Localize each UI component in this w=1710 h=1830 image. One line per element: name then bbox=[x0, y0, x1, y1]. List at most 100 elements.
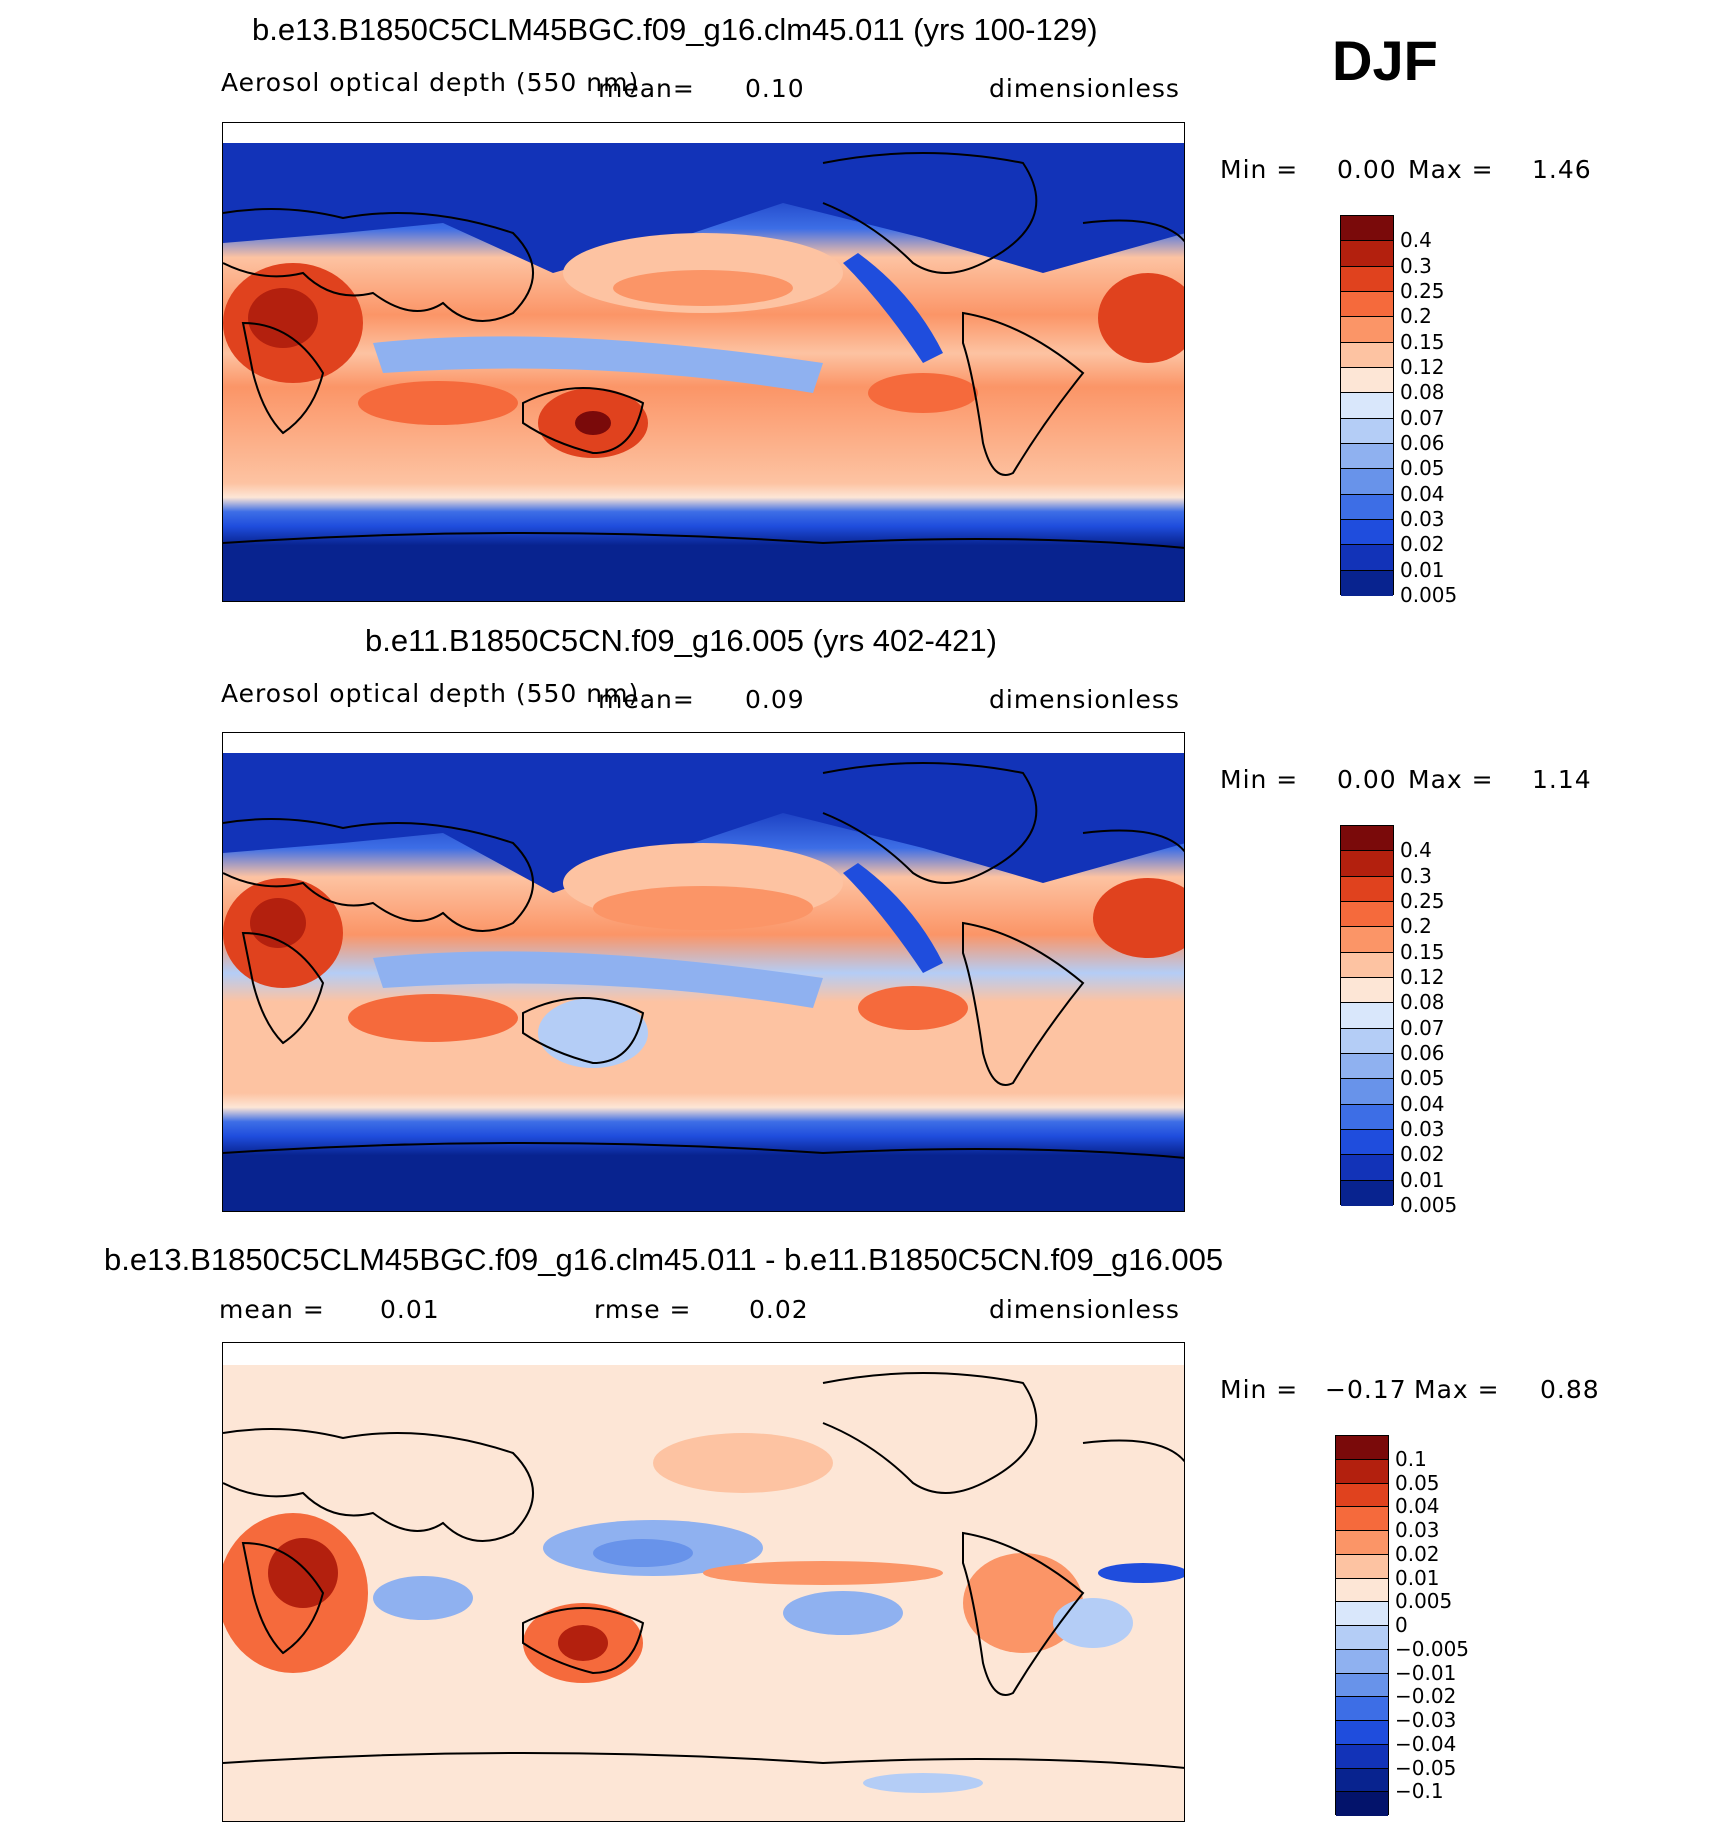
panel-3-australia-core bbox=[558, 1625, 608, 1661]
colorbar-segment bbox=[1336, 1459, 1388, 1484]
colorbar-tick-label: −0.05 bbox=[1395, 1755, 1457, 1780]
panel-2-australia bbox=[538, 998, 648, 1068]
panel-1-colorbar bbox=[1340, 215, 1394, 596]
panel-2-east-pacific bbox=[858, 986, 968, 1030]
panel-2-indian-band bbox=[348, 994, 518, 1042]
colorbar-tick-label: 0.04 bbox=[1400, 1091, 1445, 1116]
panel-1-mean-value: 0.10 bbox=[745, 74, 805, 103]
panel-1-max-value: 1.46 bbox=[1532, 155, 1592, 184]
colorbar-tick-label: 0.1 bbox=[1395, 1446, 1427, 1471]
colorbar-tick-label: 0.4 bbox=[1400, 228, 1432, 253]
colorbar-tick-label: 0.005 bbox=[1400, 1193, 1458, 1217]
panel-3-max-label: Max = bbox=[1414, 1375, 1500, 1404]
panel-3-africa-core bbox=[268, 1538, 338, 1608]
panel-3-southern-neg bbox=[863, 1773, 983, 1793]
panel-2-colorbar bbox=[1340, 825, 1394, 1206]
colorbar-segment bbox=[1336, 1436, 1388, 1460]
colorbar-segment bbox=[1341, 927, 1393, 953]
colorbar-segment bbox=[1341, 469, 1393, 495]
colorbar-tick-label: 0.01 bbox=[1400, 557, 1445, 582]
panel-3-map bbox=[222, 1342, 1185, 1822]
panel-2-coastlines bbox=[223, 762, 1184, 1159]
colorbar-segment bbox=[1341, 952, 1393, 978]
panel-2-mean-label: mean= bbox=[598, 685, 695, 714]
panel-2-title: b.e11.B1850C5CN.f09_g16.005 (yrs 402-421… bbox=[365, 623, 997, 658]
colorbar-segment bbox=[1341, 216, 1393, 242]
panel-3-atlantic-light-neg bbox=[1053, 1598, 1133, 1648]
panel-1-variable: Aerosol optical depth (550 nm) bbox=[221, 68, 640, 97]
colorbar-tick-label: 0.03 bbox=[1395, 1518, 1440, 1542]
panel-1-max-label: Max = bbox=[1408, 155, 1494, 184]
panel-3-pacific-neg-core bbox=[593, 1539, 693, 1567]
colorbar-tick-label: 0.06 bbox=[1400, 1041, 1445, 1065]
colorbar-segment bbox=[1341, 368, 1393, 394]
colorbar-segment bbox=[1341, 317, 1393, 343]
panel-1-min-label: Min = bbox=[1220, 155, 1299, 184]
panel-3-mean-label: mean = bbox=[219, 1295, 325, 1324]
colorbar-segment bbox=[1341, 1180, 1393, 1206]
colorbar-segment bbox=[1341, 494, 1393, 520]
colorbar-tick-label: 0.05 bbox=[1395, 1470, 1440, 1495]
panel-3-top-blank bbox=[223, 1343, 1184, 1365]
colorbar-tick-label: −0.02 bbox=[1395, 1684, 1457, 1709]
panel-2-units: dimensionless bbox=[989, 685, 1180, 714]
colorbar-segment bbox=[1341, 393, 1393, 419]
panel-1-min-value: 0.00 bbox=[1337, 155, 1397, 184]
colorbar-segment bbox=[1341, 545, 1393, 571]
panel-3-itcz-pos bbox=[703, 1561, 943, 1585]
colorbar-segment bbox=[1336, 1768, 1388, 1793]
panel-2-na-coast-low bbox=[843, 863, 943, 973]
panel-3-north-pacific-pos bbox=[653, 1433, 833, 1493]
panel-3-east-pacific-neg bbox=[783, 1591, 903, 1635]
colorbar-tick-label: 0.08 bbox=[1400, 380, 1445, 405]
colorbar-segment bbox=[1336, 1744, 1388, 1769]
panel-3-max-value: 0.88 bbox=[1540, 1375, 1600, 1404]
colorbar-segment bbox=[1341, 520, 1393, 546]
colorbar-segment bbox=[1341, 342, 1393, 368]
colorbar-segment bbox=[1336, 1626, 1388, 1650]
colorbar-tick-label: 0.15 bbox=[1400, 939, 1445, 964]
colorbar-tick-label: −0.01 bbox=[1395, 1660, 1457, 1685]
panel-3-colorbar bbox=[1335, 1435, 1389, 1816]
panel-2-variable: Aerosol optical depth (550 nm) bbox=[221, 679, 640, 708]
panel-3-title: b.e13.B1850C5CLM45BGC.f09_g16.clm45.011 … bbox=[104, 1242, 1224, 1277]
panel-3-mean-value: 0.01 bbox=[380, 1295, 440, 1324]
colorbar-tick-label: 0.02 bbox=[1395, 1541, 1440, 1566]
colorbar-segment bbox=[1341, 1130, 1393, 1156]
colorbar-segment bbox=[1341, 444, 1393, 470]
colorbar-segment bbox=[1341, 570, 1393, 596]
panel-2-pacific-core bbox=[593, 886, 813, 930]
colorbar-tick-label: 0.15 bbox=[1400, 329, 1445, 354]
colorbar-segment bbox=[1341, 1155, 1393, 1181]
panel-2-max-value: 1.14 bbox=[1532, 765, 1592, 794]
season-label: DJF bbox=[1332, 29, 1438, 92]
colorbar-segment bbox=[1336, 1578, 1388, 1603]
panel-1-na-coast-low bbox=[843, 253, 943, 363]
colorbar-segment bbox=[1341, 1054, 1393, 1080]
colorbar-tick-label: 0.4 bbox=[1400, 838, 1432, 863]
colorbar-segment bbox=[1341, 826, 1393, 852]
colorbar-segment bbox=[1336, 1673, 1388, 1698]
colorbar-tick-label: 0.03 bbox=[1400, 1117, 1445, 1141]
panel-1-indian-band bbox=[358, 381, 518, 425]
colorbar-tick-label: 0.25 bbox=[1400, 889, 1445, 913]
colorbar-tick-label: 0.12 bbox=[1400, 965, 1445, 989]
colorbar-tick-label: 0.12 bbox=[1400, 355, 1445, 379]
colorbar-segment bbox=[1341, 876, 1393, 902]
panel-1-maritime-low bbox=[373, 336, 823, 393]
panel-1-east-pacific bbox=[868, 373, 978, 413]
panel-2-north-low bbox=[223, 753, 1184, 893]
colorbar-tick-label: 0.05 bbox=[1400, 1066, 1445, 1091]
colorbar-segment bbox=[1341, 1028, 1393, 1054]
panel-1-pacific-core bbox=[613, 270, 793, 306]
panel-1-mean-label: mean= bbox=[598, 74, 695, 103]
colorbar-segment bbox=[1336, 1649, 1388, 1674]
colorbar-tick-label: 0.03 bbox=[1400, 507, 1445, 531]
panel-2-mean-value: 0.09 bbox=[745, 685, 805, 714]
panel-1-north-low bbox=[223, 143, 1184, 273]
colorbar-segment bbox=[1336, 1697, 1388, 1721]
colorbar-segment bbox=[1336, 1483, 1388, 1508]
colorbar-tick-label: 0.07 bbox=[1400, 405, 1445, 430]
colorbar-tick-label: 0.2 bbox=[1400, 304, 1432, 329]
panel-1-title: b.e13.B1850C5CLM45BGC.f09_g16.clm45.011 … bbox=[252, 12, 1098, 47]
